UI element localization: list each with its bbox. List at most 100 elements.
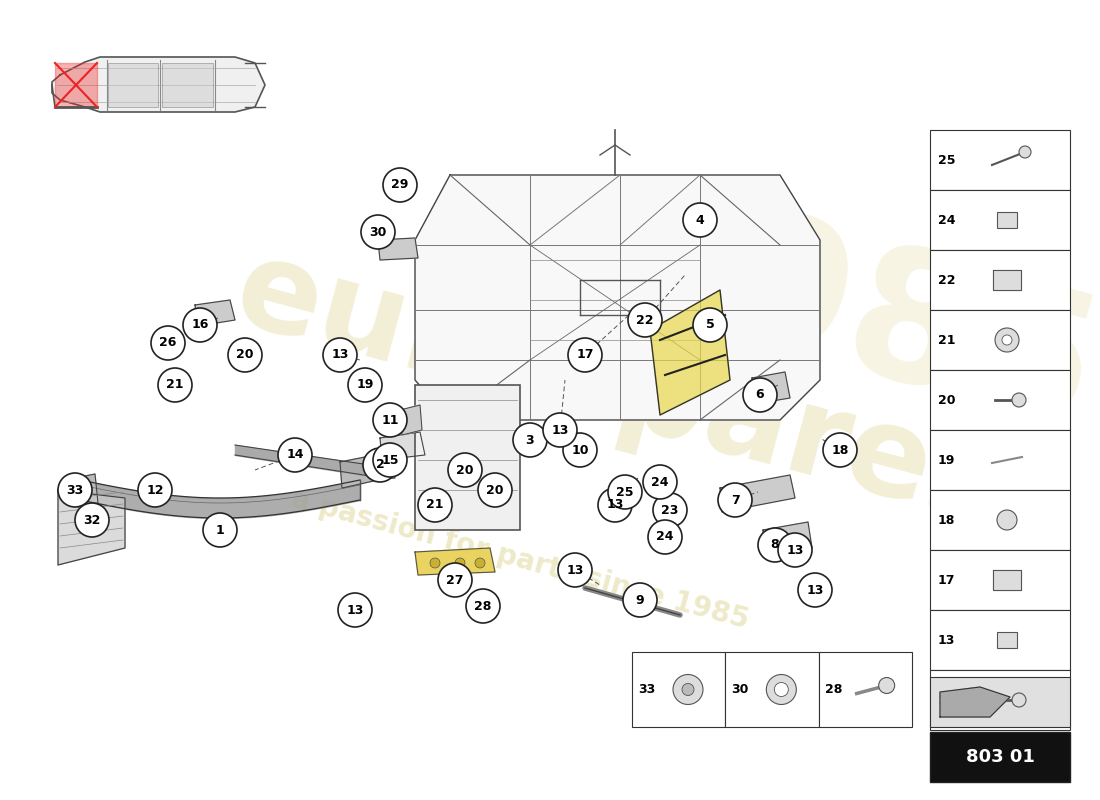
Polygon shape (400, 405, 422, 435)
Circle shape (648, 520, 682, 554)
Text: 20: 20 (486, 483, 504, 497)
Bar (725, 652, 818, 727)
Text: a passion for parts since 1985: a passion for parts since 1985 (288, 486, 752, 634)
Circle shape (455, 558, 465, 568)
Text: 20: 20 (938, 394, 956, 406)
Bar (930, 190, 1070, 250)
Text: 12: 12 (146, 483, 164, 497)
Text: 8: 8 (771, 538, 779, 551)
Text: 4: 4 (695, 214, 704, 226)
Text: 20: 20 (456, 463, 474, 477)
Circle shape (823, 433, 857, 467)
Text: 32: 32 (84, 514, 101, 526)
Text: 12: 12 (938, 694, 956, 706)
Text: 19: 19 (938, 454, 956, 466)
Circle shape (323, 338, 358, 372)
Text: 2: 2 (375, 458, 384, 471)
Polygon shape (650, 290, 730, 415)
Polygon shape (379, 432, 425, 460)
Circle shape (158, 368, 192, 402)
Text: 25: 25 (616, 486, 634, 498)
Text: 10: 10 (571, 443, 588, 457)
Circle shape (383, 168, 417, 202)
Text: 21: 21 (938, 334, 956, 346)
Polygon shape (763, 522, 812, 558)
Circle shape (996, 328, 1019, 352)
Circle shape (466, 589, 500, 623)
Text: eurospares: eurospares (222, 230, 1018, 550)
Polygon shape (52, 57, 265, 112)
Text: 803 01: 803 01 (966, 748, 1034, 766)
Circle shape (644, 465, 676, 499)
Text: 13: 13 (566, 563, 584, 577)
Text: 26: 26 (160, 337, 177, 350)
Circle shape (475, 558, 485, 568)
Text: 15: 15 (382, 454, 398, 466)
Polygon shape (370, 452, 395, 480)
Polygon shape (752, 372, 790, 404)
Text: 13: 13 (806, 583, 824, 597)
Polygon shape (340, 455, 378, 488)
Circle shape (448, 453, 482, 487)
Text: 9: 9 (636, 594, 645, 606)
Text: 17: 17 (938, 574, 956, 586)
Text: 28: 28 (474, 599, 492, 613)
Polygon shape (55, 63, 97, 107)
Circle shape (438, 563, 472, 597)
Circle shape (798, 573, 832, 607)
Bar (930, 490, 1070, 550)
Circle shape (138, 473, 172, 507)
Bar (415, 385, 520, 530)
Bar (108, 63, 158, 107)
Polygon shape (720, 475, 795, 512)
Circle shape (673, 674, 703, 705)
Text: 24: 24 (657, 530, 673, 543)
Text: 3: 3 (526, 434, 535, 446)
Circle shape (758, 528, 792, 562)
Circle shape (430, 558, 440, 568)
Circle shape (373, 443, 407, 477)
Polygon shape (58, 490, 125, 565)
Circle shape (742, 378, 777, 412)
Text: 22: 22 (938, 274, 956, 286)
Text: 13: 13 (346, 603, 364, 617)
Polygon shape (415, 548, 495, 575)
Circle shape (718, 483, 752, 517)
Circle shape (623, 583, 657, 617)
Circle shape (879, 678, 894, 694)
Text: 24: 24 (938, 214, 956, 226)
Bar (997, 212, 1018, 228)
Circle shape (348, 368, 382, 402)
Text: 6: 6 (756, 389, 764, 402)
Bar (930, 250, 1070, 310)
Circle shape (997, 510, 1018, 530)
Text: 27: 27 (447, 574, 464, 586)
Circle shape (1019, 146, 1031, 158)
Text: 13: 13 (551, 423, 569, 437)
Circle shape (568, 338, 602, 372)
Polygon shape (378, 238, 418, 260)
Bar (930, 310, 1070, 370)
Bar (632, 652, 725, 727)
Text: 1985: 1985 (584, 170, 1100, 470)
Text: 20: 20 (236, 349, 254, 362)
Bar (818, 652, 912, 727)
Circle shape (693, 308, 727, 342)
Text: 29: 29 (392, 178, 409, 191)
Bar (930, 670, 1070, 730)
Text: 13: 13 (606, 498, 624, 511)
Circle shape (418, 488, 452, 522)
Circle shape (363, 448, 397, 482)
Circle shape (204, 513, 236, 547)
Text: 13: 13 (331, 349, 349, 362)
Text: 7: 7 (730, 494, 739, 506)
Text: 16: 16 (191, 318, 209, 331)
Text: 13: 13 (786, 543, 804, 557)
Text: 11: 11 (382, 414, 398, 426)
Text: 13: 13 (938, 634, 956, 646)
Text: 5: 5 (705, 318, 714, 331)
Text: 28: 28 (825, 683, 842, 696)
Circle shape (58, 473, 92, 507)
Circle shape (628, 303, 662, 337)
Circle shape (682, 683, 694, 695)
